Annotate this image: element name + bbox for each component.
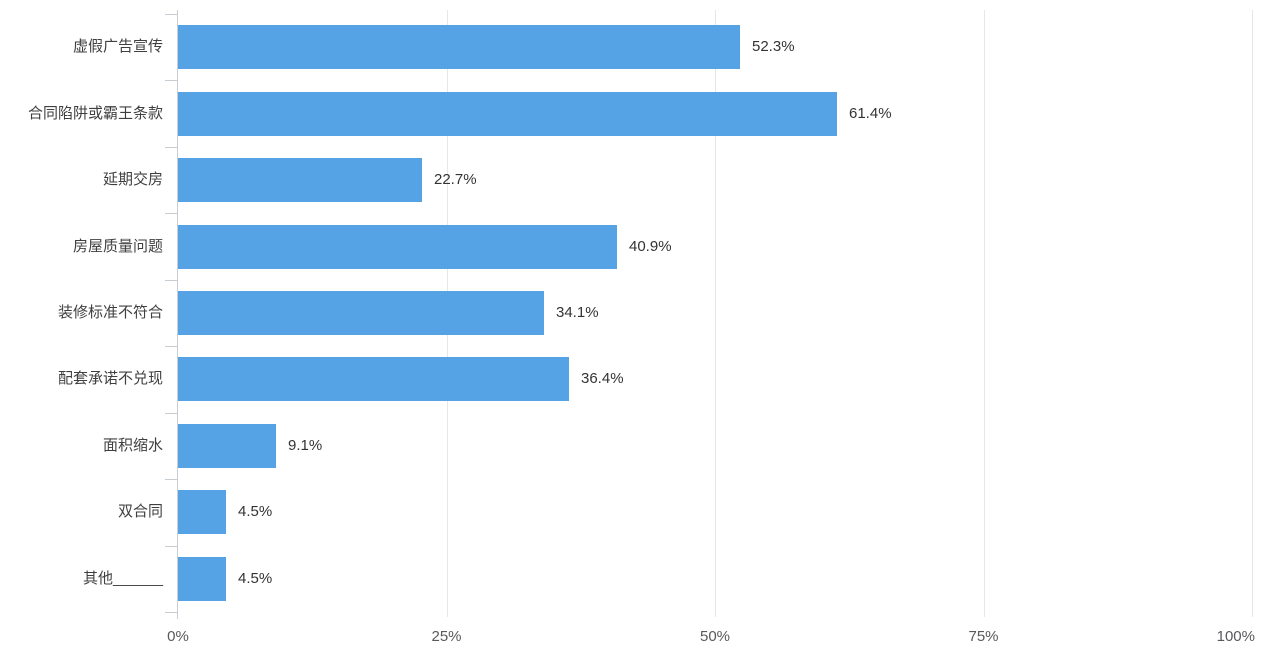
category-label: 房屋质量问题 — [72, 238, 163, 255]
x-axis-tick-label: 75% — [968, 628, 999, 645]
bar — [178, 424, 276, 468]
value-label: 4.5% — [238, 503, 273, 520]
gridline — [1252, 10, 1253, 617]
y-axis-tick — [165, 612, 177, 613]
bar — [178, 357, 569, 401]
category-label: 延期交房 — [102, 171, 163, 188]
category-label: 虚假广告宣传 — [72, 38, 163, 55]
value-label: 52.3% — [752, 38, 795, 55]
category-label: 面积缩水 — [102, 437, 163, 454]
y-axis-line — [177, 10, 178, 619]
bar — [178, 490, 226, 534]
value-label: 9.1% — [288, 437, 323, 454]
bar — [178, 25, 740, 69]
category-label: 配套承诺不兑现 — [57, 370, 163, 387]
category-label: 合同陷阱或霸王条款 — [27, 105, 163, 122]
bar — [178, 557, 226, 601]
y-axis-tick — [165, 213, 177, 214]
bar — [178, 92, 837, 136]
y-axis-tick — [165, 479, 177, 480]
category-label: 其他______ — [82, 570, 163, 587]
value-label: 4.5% — [238, 570, 273, 587]
bar — [178, 225, 617, 269]
y-axis-tick — [165, 280, 177, 281]
bar — [178, 291, 544, 335]
y-axis-tick — [165, 147, 177, 148]
value-label: 40.9% — [629, 238, 672, 255]
y-axis-tick — [165, 346, 177, 347]
value-label: 22.7% — [434, 171, 477, 188]
x-axis-tick-label: 100% — [1216, 628, 1255, 645]
category-label: 装修标准不符合 — [57, 304, 163, 321]
y-axis-tick — [165, 14, 177, 15]
y-axis-tick — [165, 546, 177, 547]
x-axis-tick-label: 0% — [167, 628, 189, 645]
x-axis-tick-label: 50% — [699, 628, 731, 645]
value-label: 34.1% — [556, 304, 599, 321]
category-label: 双合同 — [117, 503, 163, 520]
gridline — [983, 10, 985, 617]
gridline — [715, 10, 716, 617]
x-axis-tick-label: 25% — [431, 628, 462, 645]
value-label: 61.4% — [849, 105, 892, 122]
y-axis-tick — [165, 413, 177, 414]
bar — [178, 158, 422, 202]
y-axis-tick — [165, 80, 177, 81]
value-label: 36.4% — [581, 370, 624, 387]
